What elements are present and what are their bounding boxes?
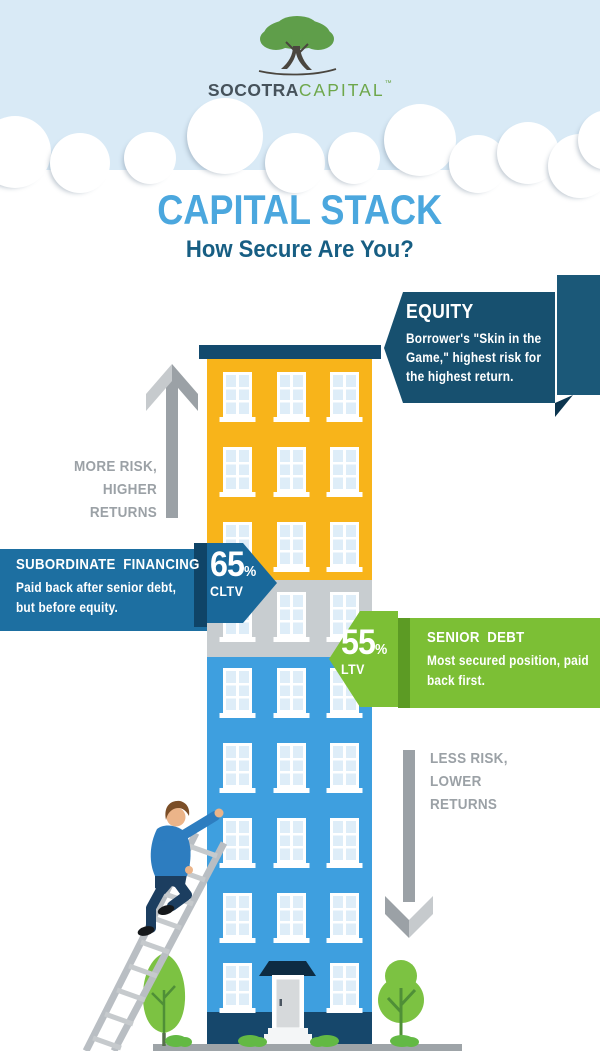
more-risk-arrow-icon — [146, 364, 198, 518]
door-steps — [268, 1028, 308, 1034]
equity-ribbon — [384, 275, 600, 417]
door-awning — [259, 961, 316, 976]
page-title: CAPITAL STACK — [157, 186, 443, 233]
cltv-metric: 65% CLTV — [210, 547, 284, 599]
subordinate-callout: SUBORDINATE FINANCING Paid back after se… — [16, 556, 201, 618]
tree-left — [142, 953, 186, 1046]
windows-grid — [219, 372, 363, 1013]
ltv-value: 55 — [341, 623, 376, 662]
ground-line — [153, 1044, 462, 1051]
door-handle — [279, 999, 282, 1006]
trademark-symbol: ™ — [384, 80, 393, 87]
ltv-label: LTV — [341, 662, 365, 677]
more-risk-label: MORE RISK, HIGHER RETURNS — [74, 458, 157, 521]
cltv-unit: % — [243, 563, 257, 580]
brand-primary: SOCOTRA — [207, 80, 299, 100]
cloud — [265, 133, 325, 193]
equity-body: Borrower's "Skin in the Game," highest r… — [406, 331, 542, 384]
equity-callout: EQUITY Borrower's "Skin in the Game," hi… — [406, 301, 556, 386]
shoe — [157, 904, 175, 916]
brand-secondary: CAPITAL — [298, 80, 385, 100]
senior-debt-title: SENIOR DEBT — [427, 629, 525, 646]
equity-title: EQUITY — [406, 301, 474, 323]
subordinate-ribbon — [0, 543, 277, 631]
entrance-door — [259, 961, 316, 1046]
cloud — [124, 132, 176, 184]
cloud — [187, 98, 263, 174]
less-risk-label: LESS RISK, LOWER RETURNS — [430, 750, 508, 813]
page-subtitle: How Secure Are You? — [186, 236, 414, 263]
cloud — [578, 110, 600, 170]
bushes — [165, 1035, 419, 1047]
cloud — [384, 104, 456, 176]
building-roof — [199, 345, 381, 359]
building — [199, 345, 381, 1046]
socotra-tree-icon — [258, 16, 337, 76]
ltv-55-arrow — [329, 611, 398, 707]
cltv-value: 65 — [210, 545, 245, 584]
senior-debt-body: Most secured position, paid back first. — [427, 653, 589, 688]
climbing-man — [137, 800, 224, 936]
senior-debt-callout: SENIOR DEBT Most secured position, paid … — [427, 629, 594, 691]
senior-ribbon — [329, 611, 600, 708]
cloud — [328, 132, 380, 184]
shoe — [137, 926, 155, 936]
cltv-65-arrow — [207, 543, 277, 623]
logo-wordmark: SOCOTRACAPITAL™ — [0, 80, 600, 101]
tree-right — [378, 960, 424, 1044]
less-risk-arrow-icon — [385, 750, 433, 938]
ltv-unit: % — [374, 641, 388, 658]
cloud — [50, 133, 110, 193]
subordinate-body: Paid back after senior debt, but before … — [16, 580, 177, 615]
cltv-label: CLTV — [210, 584, 244, 599]
ltv-metric: 55% LTV — [341, 625, 415, 677]
subordinate-title: SUBORDINATE FINANCING — [16, 556, 200, 573]
